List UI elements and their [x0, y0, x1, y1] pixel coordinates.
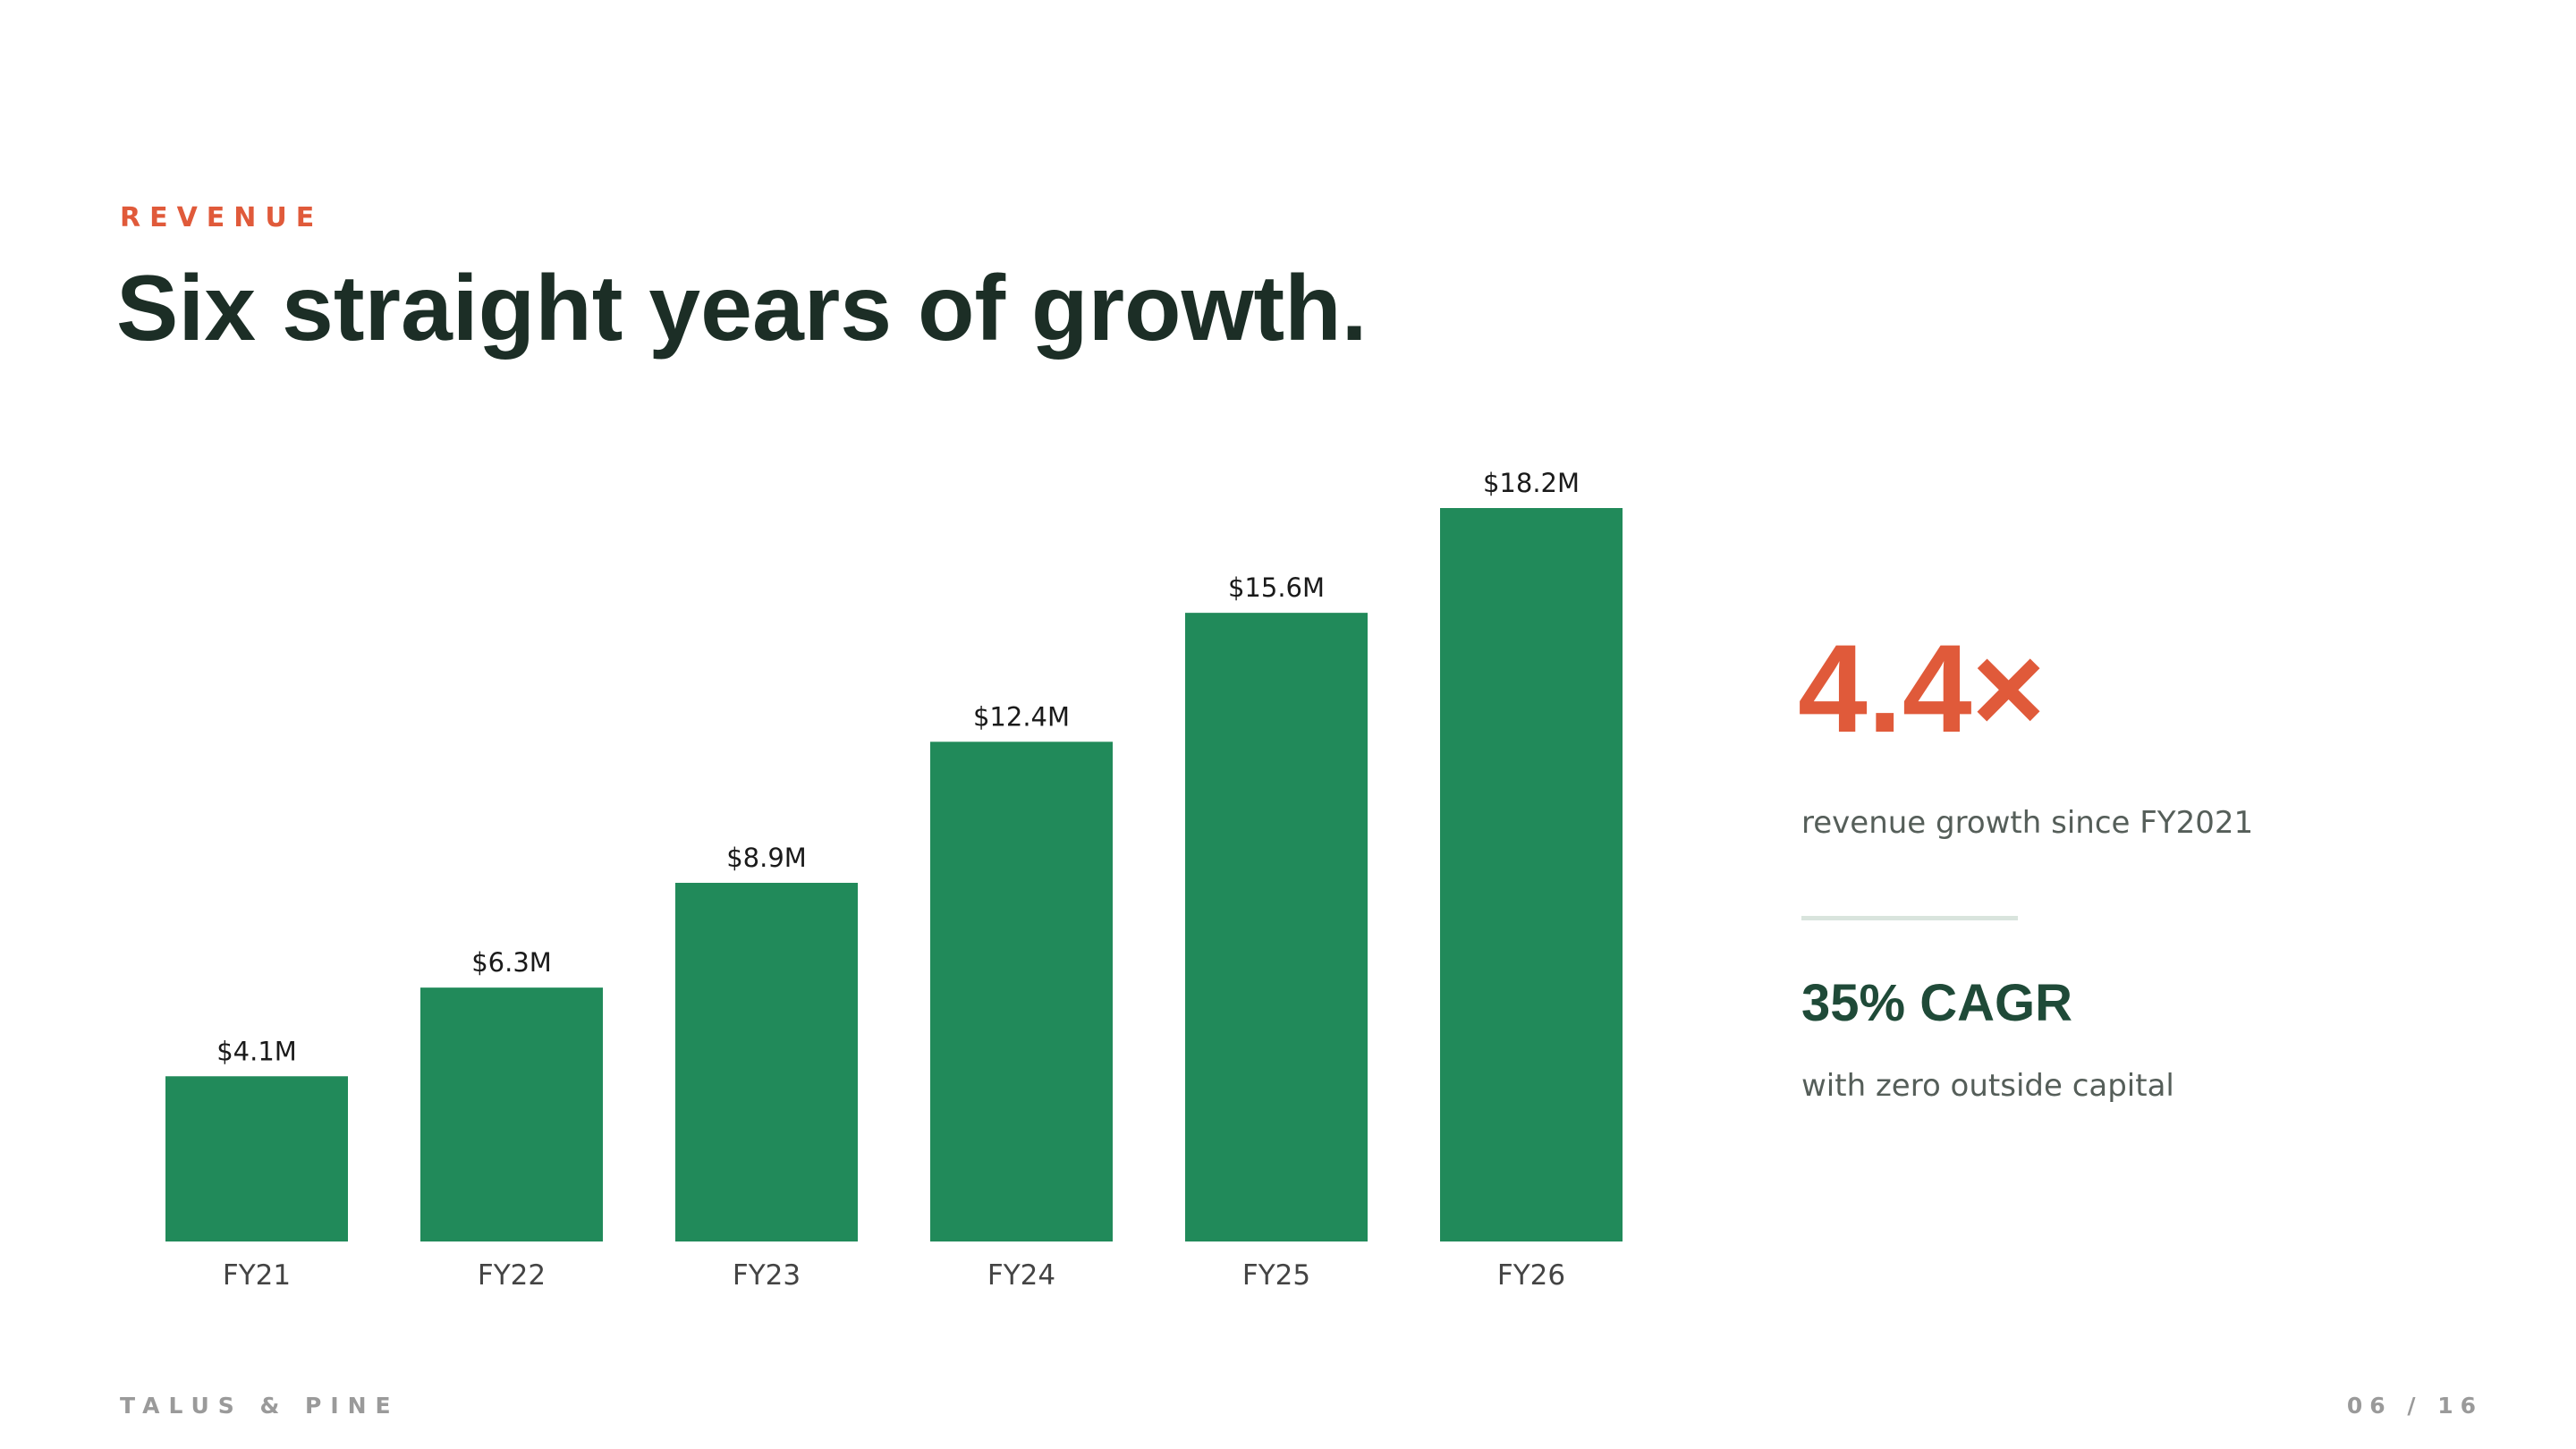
footer-brand: TALUS & PINE — [120, 1393, 400, 1419]
slide-title: Six straight years of growth. — [116, 257, 1368, 360]
cagr-caption: with zero outside capital — [1801, 1068, 2174, 1104]
x-tick-fy25: FY25 — [1242, 1259, 1310, 1292]
x-tick-fy21: FY21 — [223, 1259, 291, 1292]
stat-divider — [1801, 916, 2018, 920]
x-tick-fy24: FY24 — [987, 1259, 1055, 1292]
bar-fy23 — [675, 883, 858, 1241]
bar-fy26 — [1440, 508, 1623, 1241]
data-label-fy22: $6.3M — [471, 947, 552, 978]
eyebrow-label: REVENUE — [120, 202, 324, 233]
data-label-fy25: $15.6M — [1228, 572, 1325, 603]
data-label-fy26: $18.2M — [1483, 468, 1580, 498]
data-label-fy21: $4.1M — [216, 1036, 297, 1066]
data-label-fy24: $12.4M — [973, 701, 1070, 732]
bar-fy22 — [420, 987, 603, 1241]
growth-multiple-caption: revenue growth since FY2021 — [1801, 805, 2254, 841]
bar-fy21 — [165, 1076, 348, 1241]
data-label-fy23: $8.9M — [726, 843, 807, 873]
x-tick-fy22: FY22 — [478, 1259, 546, 1292]
cagr-stat: 35% CAGR — [1801, 974, 2072, 1032]
page-number: 06 / 16 — [2346, 1393, 2483, 1419]
growth-multiple: 4.4× — [1798, 618, 2046, 758]
x-tick-fy26: FY26 — [1497, 1259, 1565, 1292]
x-tick-fy23: FY23 — [733, 1259, 801, 1292]
bar-fy25 — [1185, 613, 1368, 1241]
bar-fy24 — [930, 741, 1113, 1241]
